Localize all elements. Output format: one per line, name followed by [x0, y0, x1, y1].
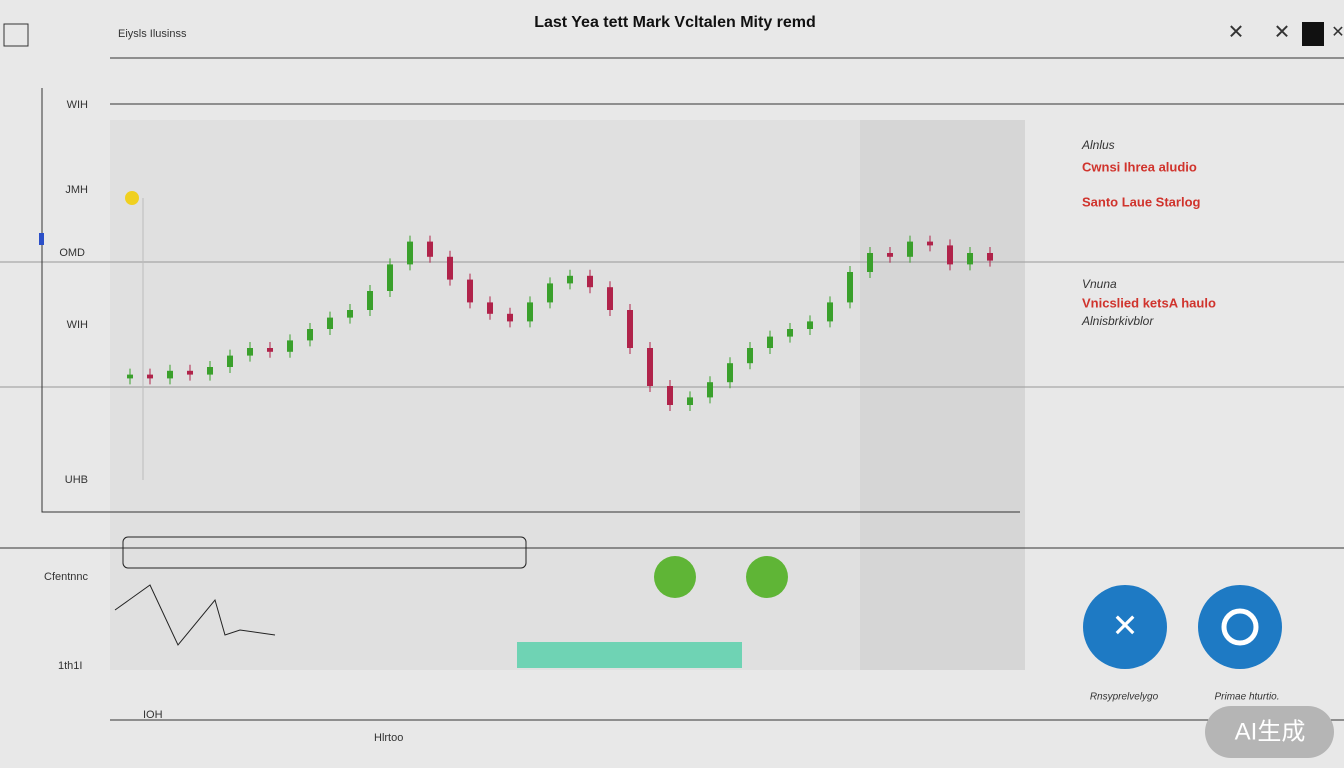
candle — [527, 302, 533, 322]
candle — [927, 241, 933, 246]
candle — [227, 355, 233, 367]
candle — [187, 370, 193, 375]
candle — [387, 264, 393, 291]
button-caption: Rnsyprelvelygo — [1090, 692, 1159, 703]
candle — [467, 279, 473, 303]
axis-label: UHB — [65, 474, 88, 486]
action-button[interactable] — [1083, 585, 1167, 669]
range-selector[interactable] — [122, 536, 527, 569]
candle — [627, 310, 633, 348]
label: IOH — [143, 709, 163, 721]
candle — [727, 363, 733, 383]
candle — [307, 329, 313, 341]
candle — [247, 348, 253, 356]
marker — [125, 191, 139, 205]
candle — [447, 256, 453, 280]
candle — [427, 241, 433, 257]
candle — [867, 253, 873, 272]
close-icon[interactable]: ✕ — [1274, 21, 1291, 43]
candle — [967, 253, 973, 265]
candle — [167, 370, 173, 379]
menu-icon[interactable] — [3, 23, 29, 47]
action-button[interactable] — [1198, 585, 1282, 669]
candle — [767, 336, 773, 348]
candle — [547, 283, 553, 303]
app-icon[interactable] — [1302, 22, 1324, 46]
label: Hlrtoo — [374, 732, 403, 744]
candle — [147, 374, 153, 379]
mini-line — [114, 584, 276, 646]
title: Last Yea tett Mark Vcltalen Mity remd — [534, 14, 816, 31]
candle — [907, 241, 913, 257]
candle — [567, 275, 573, 284]
candle — [367, 291, 373, 310]
candle — [747, 348, 753, 364]
candle — [827, 302, 833, 322]
candle — [807, 321, 813, 329]
label: 1th1I — [58, 660, 82, 672]
candle — [987, 253, 993, 261]
axis-label: OMD — [59, 247, 85, 259]
candle — [207, 367, 213, 375]
app-name: Eiysls Ilusinss — [118, 28, 187, 40]
slider-thumb[interactable] — [39, 233, 44, 245]
candle — [947, 245, 953, 265]
close-icon[interactable]: ✕ — [1331, 24, 1344, 41]
axis-label: WIH — [67, 319, 88, 331]
legend-item: Cwnsi Ihrea aludio — [1082, 159, 1197, 174]
legend-heading: Alnlus — [1081, 138, 1115, 152]
button-icon: ✕ — [1112, 607, 1139, 643]
candle — [847, 272, 853, 303]
legend-item: Vnicslied ketsA haulo — [1082, 295, 1216, 310]
axis-label: WIH — [67, 99, 88, 111]
candle — [787, 329, 793, 337]
watermark-bg — [1205, 706, 1334, 758]
button-caption: Primae hturtio. — [1214, 692, 1279, 703]
candle — [507, 313, 513, 322]
candle — [127, 374, 133, 379]
candle — [607, 287, 613, 310]
candle — [707, 382, 713, 398]
candle — [887, 253, 893, 257]
candle — [647, 348, 653, 386]
toggle-button[interactable] — [654, 556, 696, 598]
candle — [587, 275, 593, 288]
label: Cfentnnc — [44, 571, 89, 583]
candle — [347, 310, 353, 318]
shade — [860, 120, 1025, 670]
candle — [687, 397, 693, 405]
candle — [267, 348, 273, 352]
button-icon — [1221, 608, 1259, 646]
legend-heading: Vnuna — [1082, 277, 1117, 291]
candle — [667, 386, 673, 405]
candle — [407, 241, 413, 265]
candle — [287, 340, 293, 352]
axis — [41, 88, 1020, 513]
toggle-button[interactable] — [746, 556, 788, 598]
progress-bar — [517, 642, 742, 668]
close-icon[interactable]: ✕ — [1228, 21, 1245, 43]
candle — [327, 317, 333, 329]
watermark: AI生成 — [1235, 718, 1306, 745]
candle — [487, 302, 493, 314]
legend-item: Santo Laue Starlog — [1082, 194, 1201, 209]
legend-item: Alnisbrkivblor — [1081, 314, 1154, 328]
axis-label: JMH — [65, 184, 88, 196]
